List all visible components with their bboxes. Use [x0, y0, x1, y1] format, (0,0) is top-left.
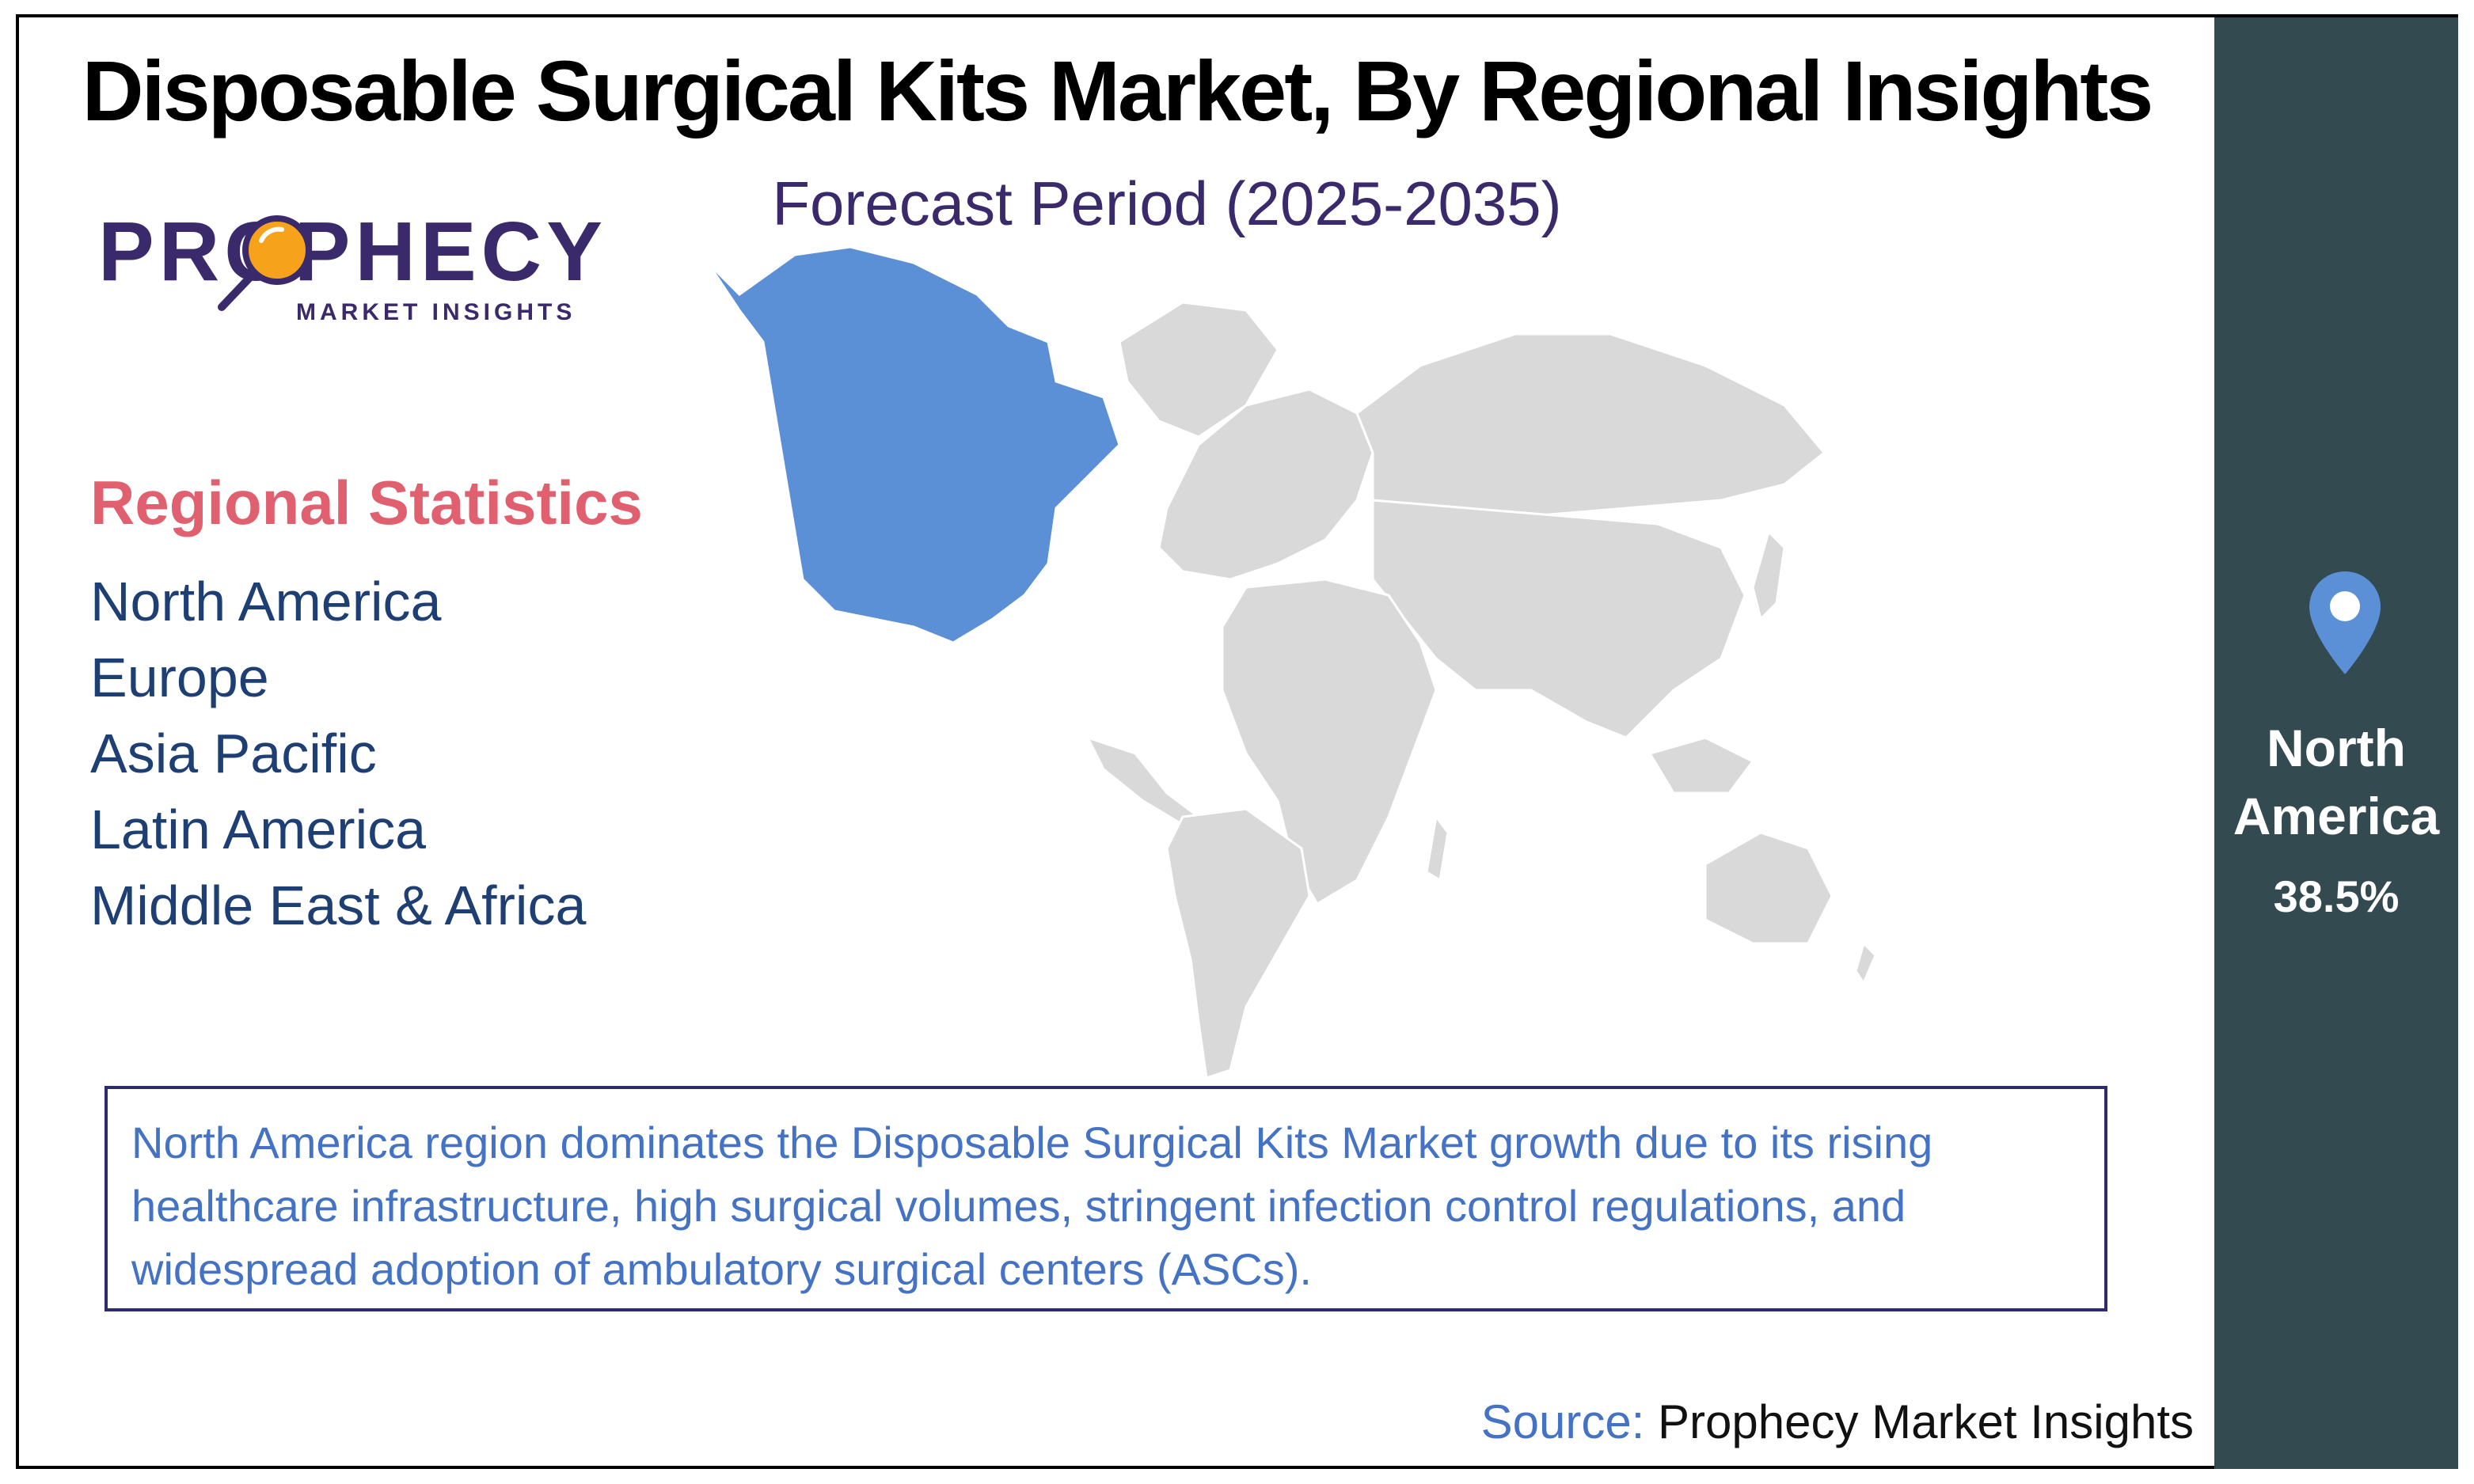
map-africa: [1221, 578, 1438, 906]
world-map: [706, 247, 1877, 1080]
map-south-america: [1165, 807, 1311, 1080]
region-item-europe: Europe: [90, 647, 269, 708]
map-central-america: [1085, 735, 1201, 826]
region-item-middle-east-africa: Middle East & Africa: [90, 875, 587, 936]
highlighted-region-share: 38.5%: [2273, 871, 2400, 921]
map-asia: [1371, 499, 1746, 739]
regional-statistics-heading: Regional Statistics: [90, 468, 643, 537]
highlighted-region-name: North America: [2233, 719, 2440, 845]
logo-tagline-text: MARKET INSIGHTS: [296, 299, 576, 325]
region-list: North America Europe Asia Pacific Latin …: [90, 564, 586, 943]
source-line: Source: Prophecy Market Insights: [1481, 1395, 2194, 1449]
region-item-latin-america: Latin America: [90, 799, 427, 860]
map-north-america: [706, 247, 1121, 644]
map-madagascar: [1425, 814, 1450, 882]
source-label: Source:: [1480, 1395, 1645, 1448]
prophecy-logo: PROPHECY MARKET INSIGHTS: [98, 205, 607, 325]
map-new-zealand: [1854, 941, 1877, 986]
region-item-asia-pacific: Asia Pacific: [90, 723, 377, 784]
location-pin-icon: [2309, 571, 2381, 674]
insight-box: North America region dominates the Dispo…: [105, 1086, 2107, 1311]
region-item-north-america: North America: [90, 571, 442, 632]
forecast-period-subtitle: Forecast Period (2025-2035): [772, 169, 1562, 238]
map-russia: [1355, 332, 1826, 518]
map-europe: [1157, 388, 1374, 581]
map-southeast-asia: [1647, 736, 1755, 795]
infographic-frame: Disposable Surgical Kits Market, By Regi…: [16, 14, 2458, 1469]
page-title: Disposable Surgical Kits Market, By Regi…: [82, 43, 2154, 139]
logo-brand-text: PROPHECY: [98, 205, 607, 298]
highlight-side-panel: North America 38.5%: [2214, 17, 2458, 1469]
map-australia: [1704, 831, 1834, 945]
map-japan: [1751, 529, 1786, 621]
source-value: Prophecy Market Insights: [1658, 1395, 2194, 1448]
magnifier-icon: [218, 215, 312, 311]
